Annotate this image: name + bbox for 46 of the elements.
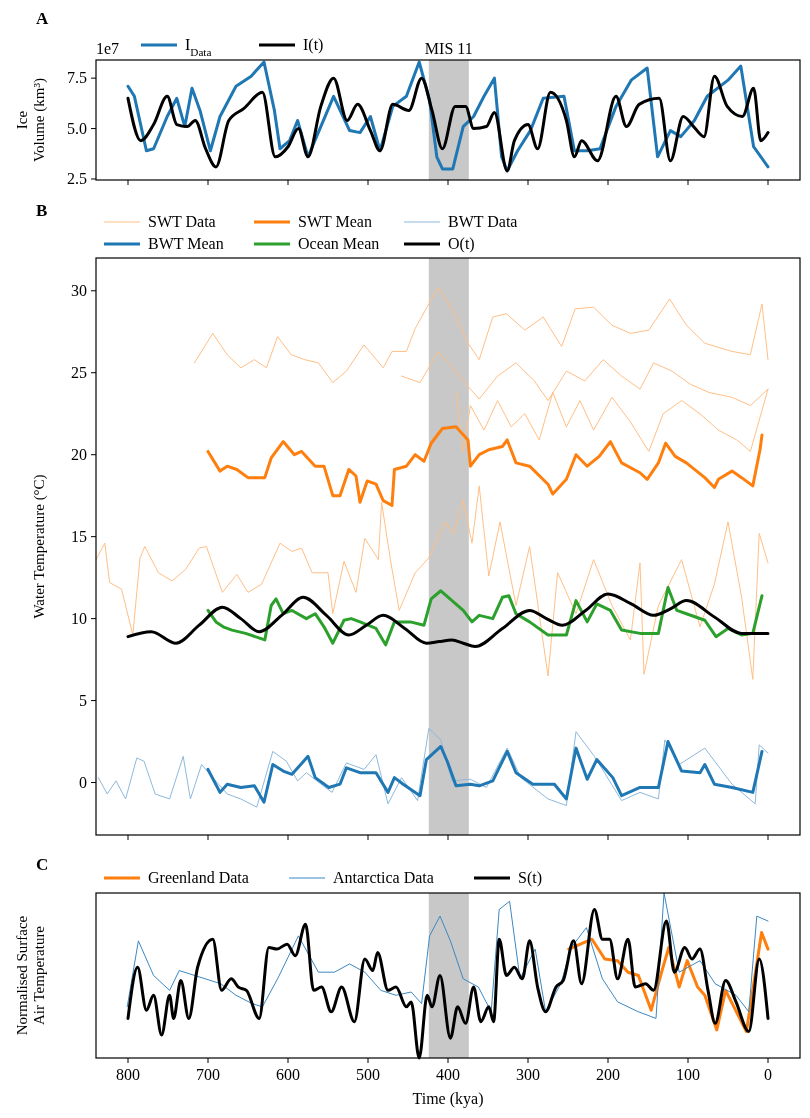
- line-series: [206, 740, 764, 804]
- y-tick-label: 5.0: [67, 119, 87, 137]
- band-label: MIS 11: [424, 40, 473, 57]
- chart-title: B: [36, 201, 48, 220]
- chart-title: A: [36, 9, 49, 28]
- x-tick-label: 500: [356, 1066, 380, 1083]
- line-series: [206, 425, 764, 508]
- y-tick-label: 10: [71, 609, 87, 627]
- legend-label: Greenland Data: [148, 869, 249, 886]
- x-tick-label: 200: [596, 1066, 620, 1083]
- x-tick-label: 0: [764, 1066, 772, 1083]
- legend-label: I$_{Data}$: [185, 36, 212, 58]
- y-tick-label: 15: [71, 527, 87, 545]
- y-tick-label: 7.5: [67, 69, 87, 87]
- x-axis-title: Time (kya): [412, 1090, 484, 1108]
- legend-label: SWT Mean: [298, 213, 372, 230]
- legend-label: Antarctica Data: [333, 869, 434, 886]
- legend-label: SWT Data: [148, 213, 216, 230]
- x-tick-label: 400: [436, 1066, 460, 1083]
- y-axis-title: Water Temperature (°C): [31, 474, 48, 619]
- legend-label: I(t): [303, 36, 324, 54]
- legend-label: BWT Data: [448, 213, 518, 230]
- y-tick-label: 30: [71, 281, 87, 299]
- y-tick-label: 2.5: [67, 169, 87, 187]
- legend-label: S(t): [518, 869, 542, 887]
- x-tick-label: 300: [516, 1066, 540, 1083]
- legend-label: O(t): [448, 235, 475, 253]
- y-axis-title: Normalised Surface Air Temperature: [14, 915, 47, 1036]
- line-series: [95, 485, 769, 680]
- y-tick-label: 20: [71, 445, 87, 463]
- x-tick-label: 600: [276, 1066, 300, 1083]
- x-tick-label: 700: [196, 1066, 220, 1083]
- y-axis-title: Ice Volume (km³): [14, 78, 48, 162]
- line-series: [193, 287, 769, 384]
- legend-label: Ocean Mean: [298, 235, 380, 252]
- y-tick-label: 0: [79, 773, 87, 791]
- y-tick-label: 5: [79, 691, 87, 709]
- legend-label: BWT Mean: [148, 235, 224, 252]
- line-series: [97, 727, 769, 808]
- chart-title: C: [36, 855, 49, 874]
- line-series: [206, 585, 764, 647]
- line-series: [126, 592, 770, 648]
- x-tick-label: 100: [676, 1066, 700, 1083]
- y-tick-label: 25: [71, 363, 87, 381]
- text: 1e7: [96, 40, 120, 57]
- x-tick-label: 800: [116, 1066, 140, 1083]
